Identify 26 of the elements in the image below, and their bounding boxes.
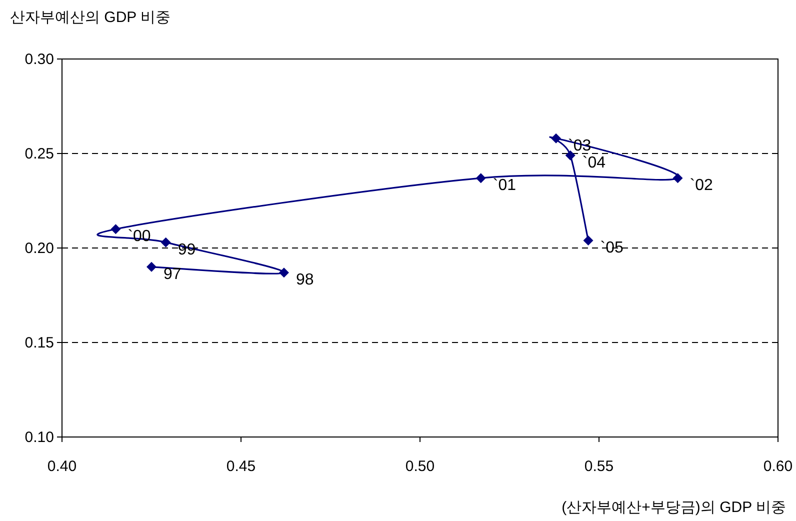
annotation: `01 — [492, 177, 516, 194]
point — [146, 262, 156, 272]
point — [583, 235, 594, 246]
point — [160, 237, 171, 248]
annotation: `05 — [600, 239, 624, 256]
y-tick-label: 0.30 — [24, 51, 54, 68]
x-tick-label: 0.50 — [405, 458, 435, 475]
y-tick-label: 0.10 — [24, 429, 54, 446]
point — [110, 224, 121, 234]
y-tick-label: 0.25 — [24, 146, 54, 162]
x-tick-label: 0.40 — [47, 458, 77, 475]
x-tick-label: 0.60 — [763, 458, 793, 475]
x-tick-label: 0.45 — [226, 458, 256, 475]
annotation: 97 — [164, 266, 182, 283]
y-tick-label: 0.15 — [24, 334, 54, 352]
point — [278, 268, 289, 278]
annotation: `02 — [690, 177, 713, 194]
y-axis-title: 산자부예산의 GDP 비중 — [10, 9, 171, 26]
point — [476, 173, 486, 184]
annotation: `04 — [582, 154, 606, 172]
point — [672, 173, 683, 184]
x-axis-title: (산자부예산+부당금)의 GDP 비중 — [562, 499, 786, 516]
point — [551, 133, 562, 144]
y-tick-label: 0.20 — [24, 240, 54, 257]
annotation: 98 — [296, 272, 314, 289]
x-tick-label: 0.55 — [584, 458, 614, 475]
